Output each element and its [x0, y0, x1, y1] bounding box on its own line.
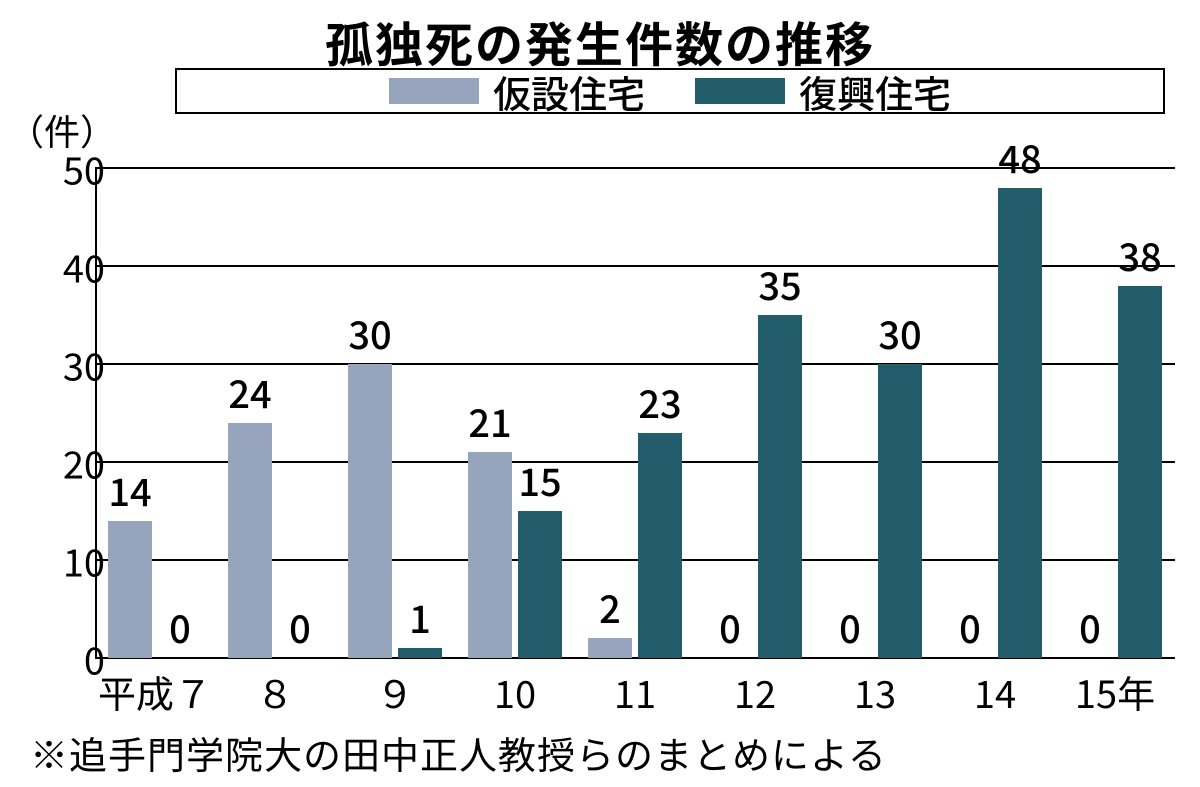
legend-item-0: 仮設住宅	[389, 64, 645, 119]
bar-value-label: 38	[1118, 227, 1161, 282]
bar-series-0	[468, 452, 512, 658]
ytick-label: 20	[35, 435, 105, 490]
bar-value-label: 1	[409, 589, 431, 644]
bar-series-0	[108, 521, 152, 658]
bar-value-label: 0	[839, 599, 861, 654]
legend-item-1: 復興住宅	[695, 64, 951, 119]
bar-value-label: 30	[878, 305, 921, 360]
bar-series-1	[398, 648, 442, 658]
bar-value-label: 2	[599, 579, 621, 634]
bar-series-0	[228, 423, 272, 658]
bar-series-1	[998, 188, 1042, 658]
bar-value-label: 35	[758, 256, 801, 311]
xtick-label: 平成７	[98, 664, 212, 719]
bar-value-label: 0	[959, 599, 981, 654]
ytick-label: 10	[35, 533, 105, 588]
xtick-label: 12	[734, 664, 776, 719]
xtick-label: ９	[376, 664, 414, 719]
xtick-label: 13	[854, 664, 896, 719]
bar-series-1	[518, 511, 562, 658]
xtick-label: ８	[256, 664, 294, 719]
ytick-label: 0	[35, 631, 105, 686]
ytick-label: 50	[35, 141, 105, 196]
bar-value-label: 23	[638, 374, 681, 429]
xtick-label: 15年	[1075, 664, 1155, 719]
footnote: ※追手門学院大の田中正人教授らのまとめによる	[30, 725, 887, 780]
xtick-label: 11	[614, 664, 656, 719]
bar-value-label: 15	[518, 452, 561, 507]
ytick-label: 40	[35, 239, 105, 294]
bar-value-label: 30	[348, 305, 391, 360]
legend-label-0: 仮設住宅	[493, 64, 645, 119]
legend: 仮設住宅 復興住宅	[175, 68, 1165, 114]
bar-series-1	[758, 315, 802, 658]
bar-series-1	[638, 433, 682, 658]
bar-value-label: 24	[228, 364, 271, 419]
bar-series-0	[588, 638, 632, 658]
bar-series-0	[348, 364, 392, 658]
bar-value-label: 0	[1079, 599, 1101, 654]
legend-swatch-0	[389, 78, 479, 104]
plot-area: 140平成７240８301９21151022311035120301304814…	[95, 168, 1175, 658]
bar-value-label: 21	[468, 393, 511, 448]
bar-series-1	[1118, 286, 1162, 658]
xtick-label: 10	[494, 664, 536, 719]
bar-series-1	[878, 364, 922, 658]
bar-value-label: 0	[169, 599, 191, 654]
bar-value-label: 48	[998, 129, 1041, 184]
chart-root: 孤独死の発生件数の推移 仮設住宅 復興住宅 （件） 140平成７240８301９…	[0, 0, 1200, 787]
bar-value-label: 0	[289, 599, 311, 654]
legend-swatch-1	[695, 78, 785, 104]
legend-label-1: 復興住宅	[799, 64, 951, 119]
xtick-label: 14	[974, 664, 1016, 719]
ytick-label: 30	[35, 337, 105, 392]
bar-value-label: 0	[719, 599, 741, 654]
bar-value-label: 14	[108, 462, 151, 517]
